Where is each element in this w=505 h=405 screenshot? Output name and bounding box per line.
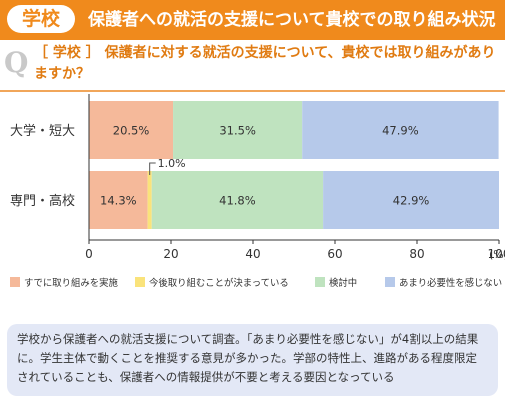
legend-label: 検討中	[329, 278, 358, 289]
legend-label: あまり必要性を感じない	[399, 278, 503, 289]
header-bar: 学校 保護者への就活の支援について貴校での取り組み状況	[0, 0, 505, 40]
x-tick-label: 80	[409, 247, 424, 261]
category-label: 大学・短大	[10, 123, 75, 139]
legend-label: すでに取り組みを実施	[24, 278, 118, 289]
bar-segment	[151, 171, 324, 229]
x-tick-label: 20	[163, 247, 178, 261]
question-mark-icon: Q	[4, 46, 29, 79]
x-tick-label: 60	[327, 247, 342, 261]
legend-label: 今後取り組むことが決まっている	[149, 278, 289, 289]
callout-line	[149, 162, 156, 175]
x-tick-label: 0	[85, 247, 93, 261]
bar-segment	[173, 101, 303, 159]
x-tick-label: 100	[488, 247, 505, 261]
bar-segment	[89, 101, 174, 159]
category-label: 専門・高校	[10, 193, 75, 209]
callout-label: 1.0%	[158, 157, 186, 170]
question-text: ［ 学校 ］ 保護者に対する就活の支援について、貴校では取り組みがありますか？	[34, 45, 496, 82]
bar-segment	[147, 171, 152, 229]
chart-legend: すでに取り組みを実施 今後取り組むことが決まっている 検討中 あまり必要性を感じない	[10, 274, 505, 290]
data-label: 20.5%	[113, 124, 150, 138]
legend-item: 今後取り組むことが決まっている	[135, 274, 289, 290]
bar-segment	[323, 171, 499, 229]
x-unit-label: (%)	[489, 248, 505, 261]
page-title: 保護者への就活の支援について貴校での取り組み状況	[88, 10, 496, 30]
legend-item: すでに取り組みを実施	[10, 274, 118, 290]
data-label: 47.9%	[382, 124, 419, 138]
data-label: 14.3%	[100, 194, 137, 208]
data-label: 42.9%	[393, 194, 430, 208]
legend-swatch	[10, 277, 20, 287]
x-tick-label: 40	[245, 247, 260, 261]
note-box: 学校から保護者への就活支援について調査。「あまり必要性を感じない」が4割以上の結…	[7, 324, 498, 396]
bar-segment	[302, 101, 499, 159]
legend-swatch	[385, 277, 395, 287]
bar-segment	[89, 171, 148, 229]
legend-item: 検討中	[315, 274, 357, 290]
data-label: 41.8%	[219, 194, 256, 208]
data-label: 31.5%	[219, 124, 256, 138]
legend-item: あまり必要性を感じない	[385, 274, 502, 290]
legend-swatch	[315, 277, 325, 287]
legend-swatch	[135, 277, 145, 287]
header-badge: 学校	[7, 5, 75, 33]
divider	[0, 90, 505, 92]
